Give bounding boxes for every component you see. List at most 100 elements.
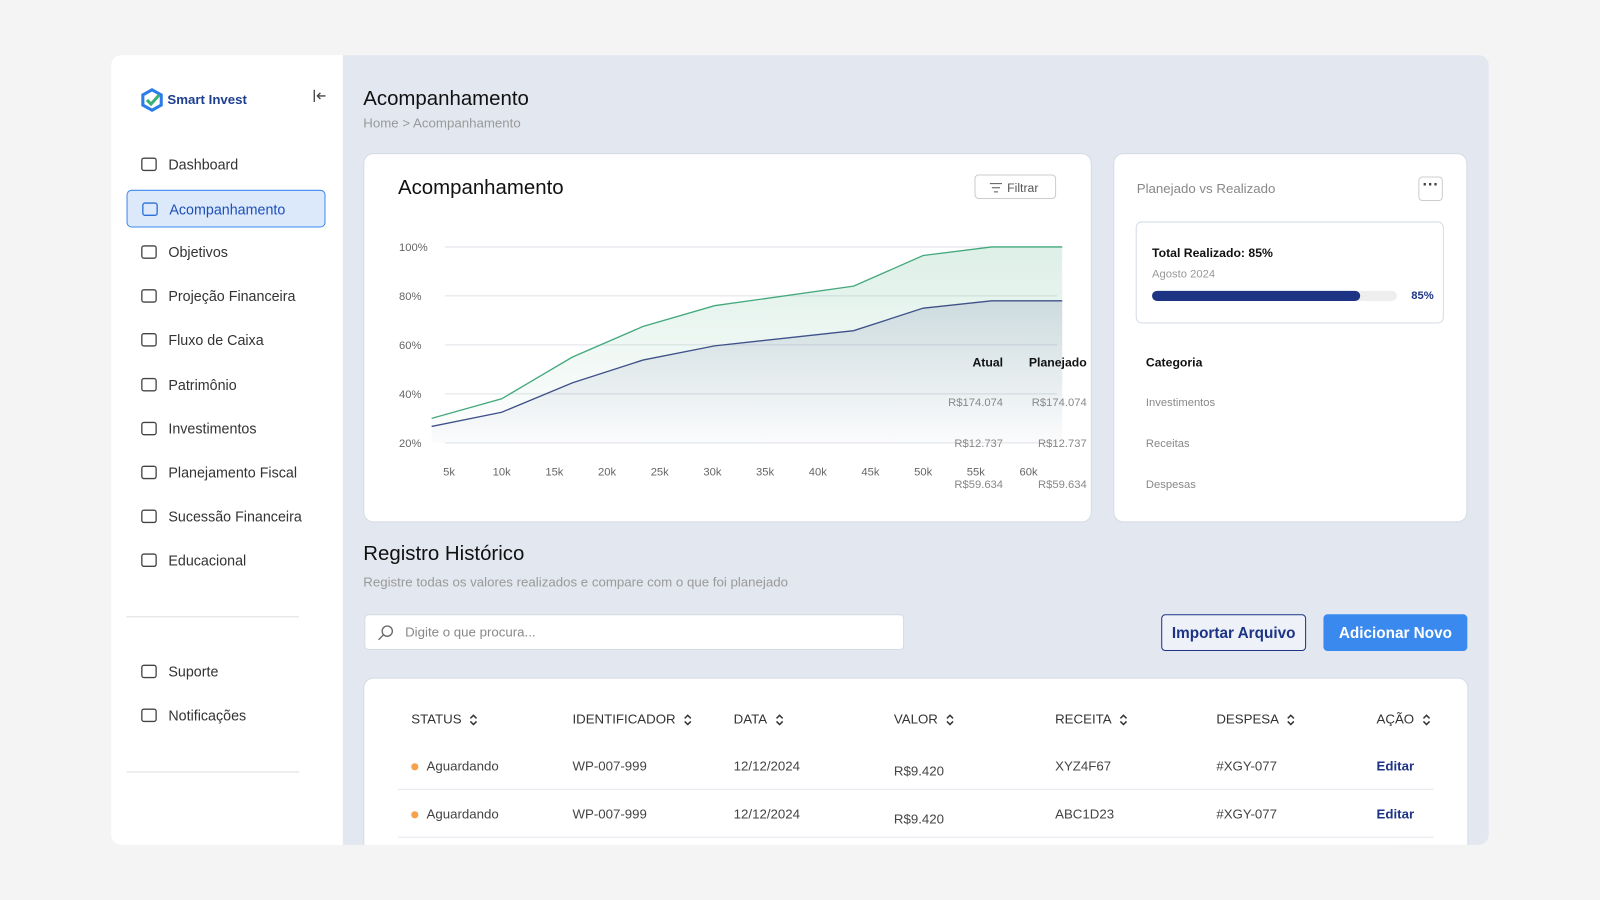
series-area [431,300,1063,443]
x-tick-label: 40k [809,467,827,479]
series-line [431,246,1063,420]
nav-item[interactable]: Planejamento Fiscal [127,454,326,492]
history-title: Registro Histórico [363,542,525,566]
filter-label: Filtrar [1007,180,1039,195]
column-header[interactable]: AÇÃO [1376,711,1415,727]
filter-button[interactable]: Filtrar [974,174,1057,199]
progress-bar [1152,290,1361,302]
edit-link[interactable]: Editar [1376,806,1415,822]
add-button[interactable]: Adicionar Novo [1323,614,1468,652]
cell: XYZ4F67 [1055,758,1112,774]
sort-icon[interactable] [946,713,954,726]
search-icon [378,625,394,641]
nav-label: Educacional [168,551,247,569]
column-header[interactable]: IDENTIFICADOR [572,711,676,727]
x-tick-label: 60k [1019,467,1037,479]
nav-label: Sucessão Financeira [168,507,302,525]
nav-item[interactable]: Patrimônio [127,366,326,404]
search-placeholder: Digite o que procura... [405,624,536,640]
x-tick-label: 50k [914,467,932,479]
search-box[interactable]: Digite o que procura... [364,614,905,650]
main: Acompanhamento Home > Acompanhamento Aco… [342,55,1489,845]
x-tick-label: 30k [703,467,721,479]
y-tick-label: 40% [399,389,421,401]
x-tick-label: 20k [598,467,616,479]
page-title: Acompanhamento [363,87,529,111]
sort-icon[interactable] [1287,713,1295,726]
nav-icon [141,509,157,523]
divider [126,616,299,618]
sort-icon[interactable] [1119,713,1128,726]
column-header[interactable]: DESPESA [1216,711,1279,727]
nav-item[interactable]: Objetivos [127,234,326,272]
progress-period: Agosto 2024 [1152,268,1216,281]
cell: R$59.634 [954,478,1004,491]
sort-icon[interactable] [775,713,784,726]
nav-label: Dashboard [168,156,239,173]
sort-icon[interactable] [469,713,478,726]
nav-item[interactable]: Projeção Financeira [127,278,326,316]
nav-item[interactable]: Suporte [127,653,326,691]
cell: R$12.737 [954,437,1004,450]
column-header[interactable]: DATA [733,711,768,727]
y-tick-label: 100% [399,242,428,254]
cell: R$9.420 [893,811,945,827]
nav-item[interactable]: Acompanhamento [126,189,326,228]
nav-label: Fluxo de Caixa [168,332,264,349]
more-button[interactable]: ··· [1418,176,1443,202]
nav-icon [141,664,157,679]
import-button[interactable]: Importar Arquivo [1161,614,1307,652]
series-line [431,300,1063,428]
sort-icon[interactable] [1422,713,1431,726]
nav-item[interactable]: Fluxo de Caixa [127,322,326,360]
column-header[interactable]: RECEITA [1055,711,1112,727]
x-tick-label: 15k [545,467,563,479]
column-header: Atual [972,355,1004,370]
cell: Despesas [1145,478,1196,491]
edit-link[interactable]: Editar [1376,758,1415,774]
cell: Aguardando [426,806,499,822]
cell: #XGY-077 [1216,806,1278,822]
nav-icon [141,465,157,479]
x-tick-label: 5k [443,467,455,479]
nav-item[interactable]: Notificações [127,697,326,735]
sort-icon[interactable] [684,713,692,726]
cell: R$12.737 [1038,437,1087,450]
divider [126,771,299,773]
x-tick-label: 55k [967,467,985,479]
column-header[interactable]: VALOR [893,711,938,727]
chart-title: Acompanhamento [397,176,564,199]
nav-item[interactable]: Sucessão Financeira [127,498,326,536]
y-tick-label: 20% [399,438,421,450]
column-header[interactable]: STATUS [411,711,462,727]
nav-item[interactable]: Investimentos [127,410,326,448]
history-subtitle: Registre todas os valores realizados e c… [363,574,789,590]
cell: WP-007-999 [572,806,647,822]
line-chart: 20% 40% 60% 80% 100% 5k 10k 15k 20k 25k 30k 35k 40k 4… [399,242,1063,479]
breadcrumb[interactable]: Home > Acompanhamento [363,115,521,131]
collapse-icon[interactable] [311,88,327,104]
status-dot [411,763,419,771]
cell: WP-007-999 [572,758,647,774]
nav-label: Planejamento Fiscal [168,463,298,481]
brand: Smart Invest [167,91,247,108]
progress-label: Total Realizado: 85% [1152,245,1273,261]
x-tick-label: 45k [861,467,879,479]
chart-card: Acompanhamento Filtrar 20% 40% 60% 80% 100% 5… [363,153,1092,523]
nav-item[interactable]: Dashboard [127,146,326,184]
nav-item[interactable]: Educacional [127,542,326,580]
summary-title: Planejado vs Realizado [1136,180,1276,196]
row-divider [397,836,1434,838]
cell: Aguardando [426,758,499,774]
nav-icon [141,553,157,567]
nav-label: Suporte [168,663,219,680]
cell: 12/12/2024 [733,758,801,774]
nav-icon [141,708,157,723]
filter-icon [989,183,1003,193]
row-divider [397,788,1434,790]
nav-label: Notificações [168,707,247,724]
x-tick-label: 35k [756,467,774,479]
nav-icon [142,202,158,217]
